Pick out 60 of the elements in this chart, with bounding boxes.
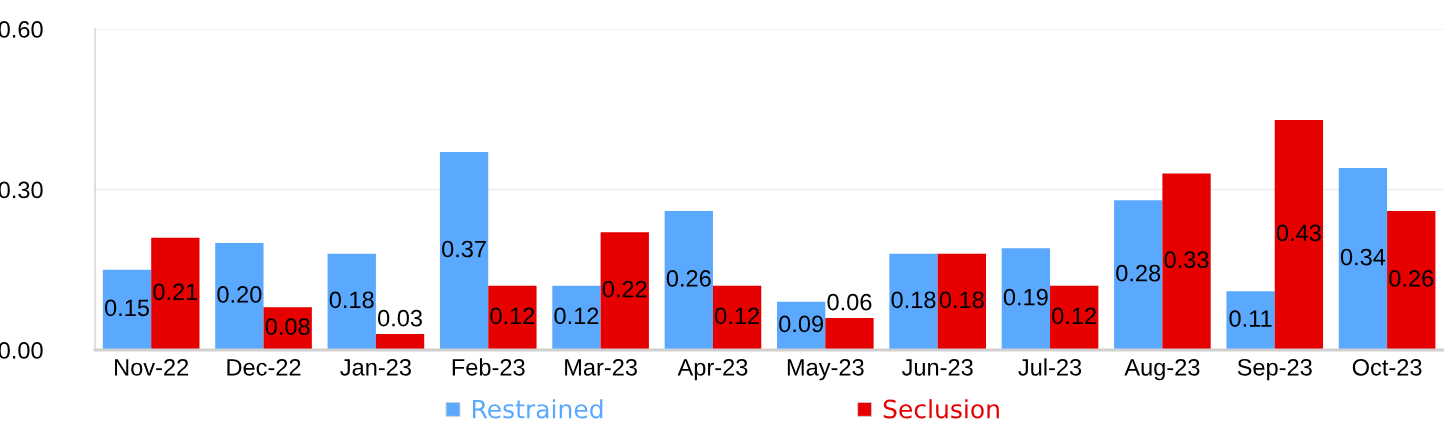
- data-label: 0.37: [442, 240, 486, 258]
- bar: [1226, 291, 1275, 350]
- x-tick-label: Aug-23: [1124, 358, 1200, 381]
- x-tick-label: Jan-23: [340, 358, 411, 376]
- bar: [439, 152, 489, 350]
- bar: [664, 210, 713, 350]
- bar: [151, 237, 200, 350]
- data-label: 0.43: [1276, 224, 1321, 242]
- bar: [1001, 248, 1051, 350]
- data-label: 0.12: [490, 307, 535, 325]
- data-label: 0.28: [1116, 264, 1161, 282]
- data-label: 0.26: [1389, 270, 1434, 287]
- bar: [552, 285, 601, 350]
- data-label: 0.12: [554, 307, 599, 325]
- x-tick-label: May-23: [787, 358, 864, 381]
- data-label: 0.18: [891, 291, 936, 309]
- x-tick-label: Mar-23: [565, 358, 637, 376]
- data-label: 0.21: [153, 283, 198, 301]
- bar: [889, 253, 938, 350]
- data-label: 0.08: [265, 318, 310, 335]
- bar: [1114, 200, 1163, 350]
- bar: [937, 253, 986, 350]
- bar: [488, 285, 537, 350]
- bar: [102, 269, 152, 350]
- data-label: 0.15: [104, 299, 150, 317]
- x-tick-label: Dec-22: [227, 358, 301, 376]
- data-label: 0.20: [217, 286, 262, 303]
- x-tick-label: Jul-23: [1018, 358, 1082, 376]
- bar: [712, 285, 762, 350]
- bar: [1162, 173, 1211, 350]
- bar: [375, 333, 425, 350]
- legend-label: Seclusion: [883, 399, 999, 419]
- data-label: 0.12: [715, 307, 759, 325]
- data-label: 0.06: [827, 293, 872, 311]
- data-label: 0.03: [378, 309, 422, 327]
- bar: [825, 317, 874, 350]
- x-tick-label: Oct-23: [1352, 358, 1422, 376]
- bar: [1338, 168, 1388, 350]
- data-label: 0.18: [939, 291, 984, 309]
- bar: [600, 232, 649, 350]
- x-tick-label: Sep-23: [1237, 358, 1312, 381]
- data-label: 0.12: [1052, 307, 1096, 325]
- legend-label: Restrained: [472, 399, 603, 419]
- data-label: 0.11: [1229, 310, 1272, 327]
- data-label: 0.33: [1164, 251, 1209, 269]
- bar: [1274, 119, 1324, 350]
- bar: [215, 243, 264, 350]
- data-label: 0.09: [779, 315, 824, 333]
- bar: [1387, 210, 1436, 350]
- x-tick-label: Nov-22: [115, 358, 189, 376]
- data-label: 0.18: [329, 291, 374, 309]
- data-label: 0.22: [602, 280, 647, 298]
- data-label: 0.34: [1340, 248, 1386, 266]
- bar: [327, 253, 376, 350]
- x-tick-label: Apr-23: [677, 358, 748, 381]
- x-tick-label: Feb-23: [452, 358, 525, 376]
- data-label: 0.19: [1003, 288, 1048, 306]
- x-tick-label: Jun-23: [901, 358, 973, 376]
- bar: [1050, 285, 1099, 350]
- data-label: 0.26: [666, 270, 711, 287]
